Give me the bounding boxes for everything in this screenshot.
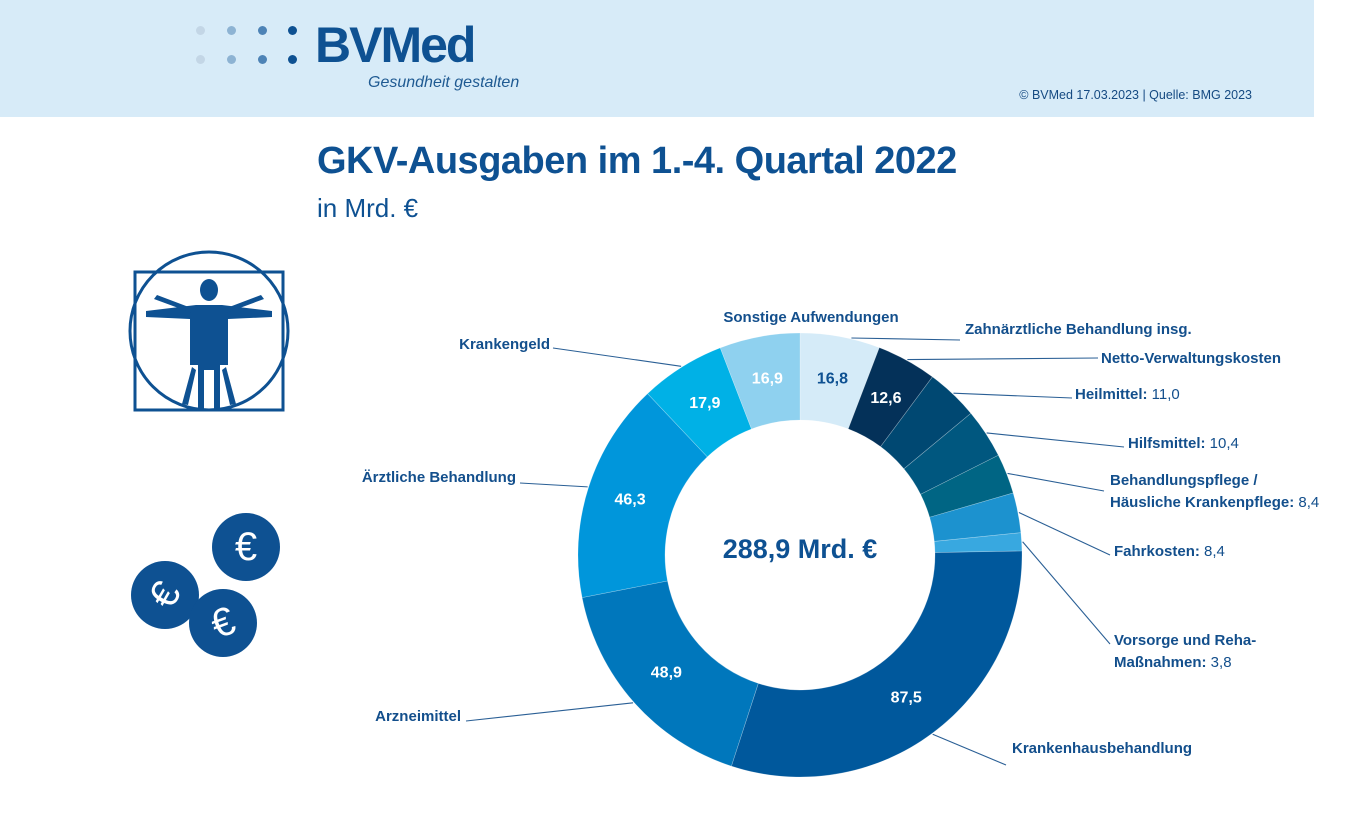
leader-line <box>465 702 634 722</box>
category-value: 8,4 <box>1294 494 1319 511</box>
donut-slice-krankengeld <box>647 347 752 458</box>
category-label-sonstige-aufwendungen: Sonstige Aufwendungen <box>723 309 898 326</box>
center-total-label: 288,9 Mrd. € <box>723 534 878 564</box>
leader-line <box>1022 541 1111 645</box>
leader-line <box>986 432 1125 448</box>
slice-value-label: 16,8 <box>817 371 848 388</box>
category-value: 8,4 <box>1200 543 1225 560</box>
leader-line <box>932 733 1007 766</box>
chart-subtitle: in Mrd. € <box>317 193 419 223</box>
leader-line <box>907 357 1099 361</box>
slice-value-label: 87,5 <box>891 690 922 707</box>
logo-tagline: Gesundheit gestalten <box>368 74 520 91</box>
chart-title: GKV-Ausgaben im 1.-4. Quartal 2022 <box>317 140 957 182</box>
source-copyright: © BVMed 17.03.2023 | Quelle: BMG 2023 <box>1019 88 1252 102</box>
category-label-netto-verwaltungskosten: Netto-Verwaltungskosten <box>1101 350 1281 367</box>
leader-line <box>1018 511 1111 556</box>
category-label-behandlungspflege-häusliche-krankenpflege: Behandlungspflege / Häusliche Krankenpfle… <box>1110 472 1319 511</box>
donut-slice-sonstige-aufwendungen <box>719 332 801 430</box>
category-value: 11,0 <box>1148 386 1180 403</box>
leader-line <box>851 337 961 341</box>
svg-text:€: € <box>235 525 257 569</box>
donut-slice-krankenhausbehandlung <box>730 550 1023 778</box>
slice-value-label: 48,9 <box>651 665 682 682</box>
slice-value-label: 17,9 <box>689 395 720 412</box>
slice-value-label: 46,3 <box>614 492 645 509</box>
leader-line <box>519 482 588 488</box>
category-label-hilfsmittel: Hilfsmittel: 10,4 <box>1128 435 1239 452</box>
category-label-zahnärztliche-behandlung-insg: Zahnärztliche Behandlung insg. <box>965 321 1192 338</box>
category-value: 10,4 <box>1206 435 1239 452</box>
donut-slice-arzneimittel <box>581 580 759 767</box>
slice-value-label: 16,9 <box>752 371 783 388</box>
leader-line <box>552 347 682 367</box>
donut-slice-netto-verwaltungskosten <box>847 347 933 448</box>
category-label-heilmittel: Heilmittel: 11,0 <box>1075 386 1180 403</box>
donut-slice-heilmittel <box>880 376 972 470</box>
category-label-krankenhausbehandlung: Krankenhausbehandlung <box>1012 740 1192 757</box>
leader-line <box>1007 472 1105 492</box>
category-label-vorsorge-und-reha-maßnahmen: Vorsorge und Reha-Maßnahmen: 3,8 <box>1114 632 1256 671</box>
donut-slice-zahnärztliche-behandlung-insg <box>799 332 880 430</box>
donut-slice-ärztliche-behandlung <box>577 393 708 598</box>
logo: BVMed <box>315 17 476 73</box>
category-label-krankengeld: Krankengeld <box>459 336 550 353</box>
vitruvian-man-icon <box>128 250 290 412</box>
leader-line <box>953 392 1073 399</box>
slice-value-label: 12,6 <box>870 390 901 407</box>
category-label-ärztliche-behandlung: Ärztliche Behandlung <box>362 469 516 486</box>
category-value: 3,8 <box>1207 654 1232 671</box>
category-label-fahrkosten: Fahrkosten: 8,4 <box>1114 543 1225 560</box>
category-label-arzneimittel: Arzneimittel <box>375 708 461 725</box>
euro-coins-icon: € € € <box>131 513 280 657</box>
header-banner: BVMed Gesundheit gestalten © BVMed 17.03… <box>0 0 1314 117</box>
